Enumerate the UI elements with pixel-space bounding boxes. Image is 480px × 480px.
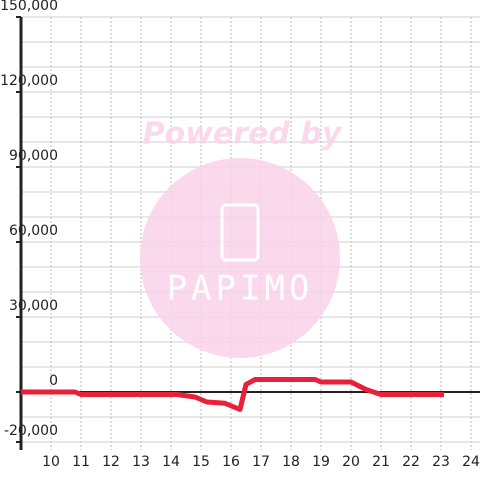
y-tick-label: 150,000 [0, 0, 58, 14]
x-tick-label: 20 [342, 454, 360, 470]
x-tick-label: 12 [102, 454, 120, 470]
x-tick-label: 17 [252, 454, 270, 470]
x-tick-label: 14 [162, 454, 180, 470]
x-tick-label: 18 [282, 454, 300, 470]
y-tick-label: 0 [49, 373, 58, 389]
x-tick-label: 15 [192, 454, 210, 470]
y-tick-label: -20,000 [4, 423, 58, 439]
y-tick-label: 30,000 [9, 298, 58, 314]
x-tick-label: 16 [222, 454, 240, 470]
x-tick-label: 23 [432, 454, 450, 470]
x-tick-label: 22 [402, 454, 420, 470]
y-tick-label: 120,000 [0, 73, 58, 89]
watermark: Powered by PAPIMO [140, 117, 343, 358]
x-tick-label: 10 [42, 454, 60, 470]
x-tick-label: 19 [312, 454, 330, 470]
watermark-text: PAPIMO [167, 269, 314, 309]
x-tick-label: 21 [372, 454, 390, 470]
y-tick-label: 60,000 [9, 223, 58, 239]
series-line [21, 377, 444, 412]
x-tick-label: 11 [72, 454, 90, 470]
x-tick-label: 24 [462, 454, 480, 470]
y-tick-label: 90,000 [9, 148, 58, 164]
x-tick-label: 13 [132, 454, 150, 470]
watermark-text: Powered by [143, 117, 343, 152]
